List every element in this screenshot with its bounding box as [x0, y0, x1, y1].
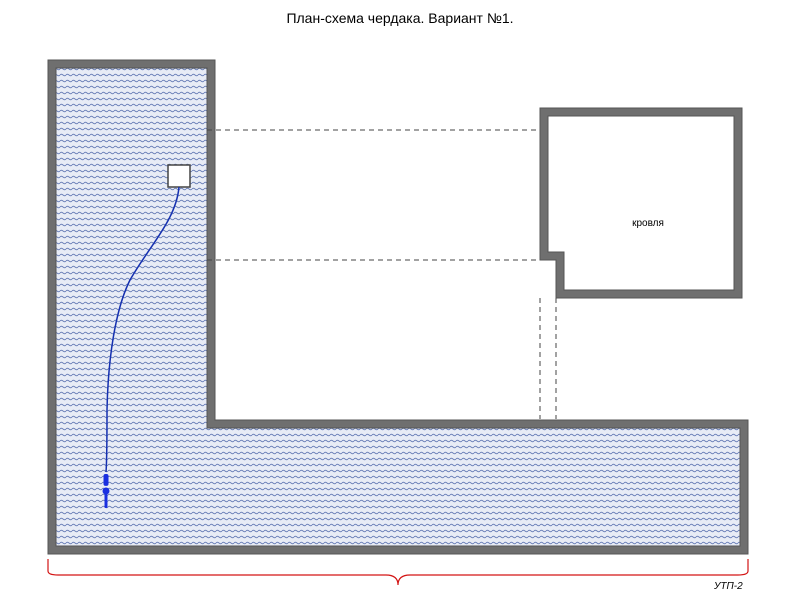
dimension-line: [48, 559, 748, 585]
hatch-box-icon: [168, 165, 190, 187]
dimension-label: УТП-2: [713, 581, 743, 592]
projection-lines: [207, 130, 556, 419]
attic-plan-diagram: кровля УТП-2: [0, 0, 800, 600]
roof-label: кровля: [632, 218, 664, 229]
roof-structure: кровля: [540, 108, 742, 298]
